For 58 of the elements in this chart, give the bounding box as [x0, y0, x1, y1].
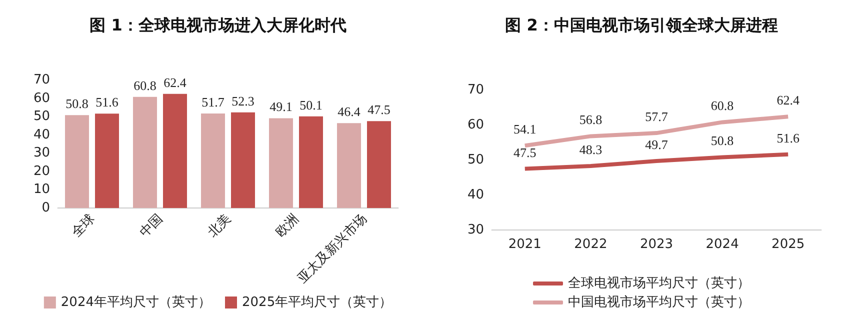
y-tick-label: 70: [33, 72, 50, 88]
x-tick-label: 2021: [508, 237, 542, 252]
data-label: 51.6: [776, 130, 800, 146]
data-label: 46.4: [338, 104, 361, 120]
data-label: 49.7: [645, 137, 668, 152]
chart-title: 图 1：全球电视市场进入大屏化时代: [90, 16, 346, 34]
data-label: 47.5: [368, 102, 390, 118]
data-label: 50.8: [710, 133, 734, 148]
y-tick-label: 50: [33, 109, 50, 124]
y-tick-label: 0: [42, 200, 50, 216]
data-label: 47.5: [514, 144, 536, 160]
data-label: 50.8: [66, 96, 88, 112]
data-label: 49.1: [270, 99, 292, 114]
y-tick-label: 50: [467, 152, 484, 168]
x-tick-label: 2024: [706, 237, 739, 252]
y-tick-label: 30: [467, 222, 484, 238]
chart-title: 图 2：中国电视市场引领全球大屏进程: [505, 16, 778, 34]
data-label: 54.1: [514, 122, 536, 137]
bar: [367, 121, 391, 208]
y-tick-label: 10: [33, 182, 50, 198]
data-label: 51.6: [96, 94, 119, 110]
data-label: 60.8: [134, 78, 156, 93]
data-label: 60.8: [710, 98, 734, 114]
x-tick-label: 北美: [204, 210, 234, 240]
bar: [133, 96, 157, 208]
data-label: 56.8: [579, 112, 602, 128]
bar: [337, 123, 361, 208]
y-tick-label: 40: [33, 127, 50, 142]
x-tick-label: 2025: [772, 237, 805, 252]
x-tick-label: 中国: [136, 210, 166, 240]
data-label: 57.7: [645, 109, 668, 124]
y-tick-label: 20: [33, 164, 50, 179]
y-tick-label: 60: [33, 90, 50, 106]
bar: [299, 116, 323, 208]
data-label: 62.4: [164, 74, 187, 90]
x-tick-label: 全球: [68, 210, 98, 240]
x-tick-label: 2023: [640, 237, 674, 252]
data-label: 51.7: [202, 94, 225, 110]
data-label: 62.4: [776, 92, 800, 108]
x-tick-label: 2022: [574, 237, 608, 252]
bar: [269, 118, 293, 208]
bar: [65, 115, 89, 208]
y-tick-label: 40: [467, 188, 484, 202]
data-label: 50.1: [300, 97, 322, 112]
bar: [231, 112, 255, 208]
bar: [163, 94, 187, 208]
legend-label: 2024年平均尺寸（英寸）: [60, 295, 212, 310]
bar: [201, 113, 225, 208]
data-label: 52.3: [232, 93, 254, 108]
data-label: 48.3: [579, 142, 602, 157]
y-tick-label: 60: [467, 118, 484, 132]
legend-label: 全球电视市场平均尺寸（英寸）: [568, 276, 750, 291]
bar: [95, 114, 119, 208]
x-tick-label: 欧洲: [272, 210, 302, 240]
y-tick-label: 30: [33, 146, 50, 161]
legend-label: 2025年平均尺寸（英寸）: [242, 295, 392, 310]
legend-label: 中国电视市场平均尺寸（英寸）: [568, 295, 750, 310]
y-tick-label: 70: [467, 82, 484, 98]
